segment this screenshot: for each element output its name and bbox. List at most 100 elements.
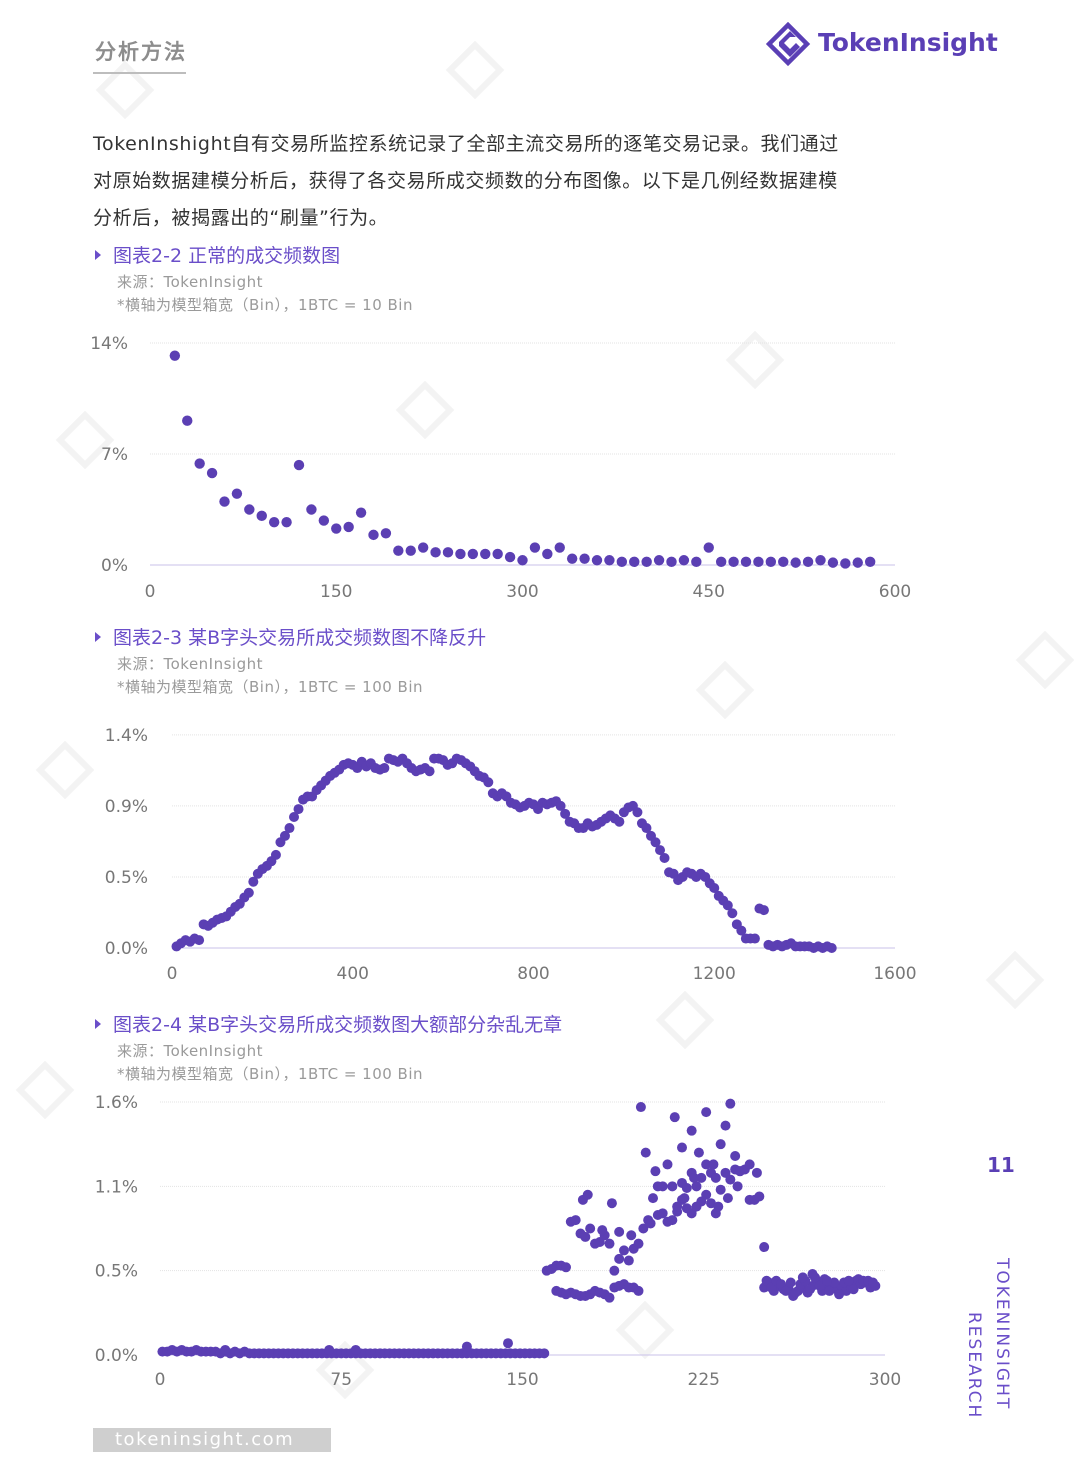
x-tick-label: 150: [320, 582, 352, 602]
data-point: [679, 1193, 690, 1204]
chart-caption: 图表2-3 某B字头交易所成交频数图不降反升: [95, 623, 486, 650]
data-point: [629, 556, 640, 568]
data-point: [284, 823, 295, 834]
data-point: [725, 1174, 736, 1185]
y-tick-label: 0.9%: [105, 797, 148, 817]
data-point: [657, 1208, 668, 1219]
y-tick-label: 0.5%: [105, 868, 148, 888]
data-point: [379, 763, 390, 774]
data-point: [725, 1098, 736, 1109]
data-point: [638, 1223, 649, 1234]
data-point: [790, 557, 801, 568]
data-point: [641, 823, 652, 834]
chart-note: *横轴为模型箱宽（Bin），1BTC = 100 Bin: [117, 678, 424, 696]
y-tick-label: 0.0%: [105, 939, 148, 959]
footer-url[interactable]: tokeninsight.com: [115, 1429, 295, 1450]
data-point: [461, 1341, 472, 1352]
data-point: [681, 1183, 692, 1194]
data-point: [430, 547, 441, 558]
data-point: [614, 1226, 625, 1237]
data-point: [740, 556, 752, 568]
chart-source: 来源：TokenInsight: [117, 655, 264, 673]
data-point: [582, 1189, 593, 1200]
data-point: [579, 553, 590, 564]
data-point: [815, 555, 826, 566]
data-point: [380, 528, 392, 539]
x-tick-label: 600: [879, 582, 911, 602]
data-point: [640, 1147, 651, 1158]
data-point: [555, 800, 566, 811]
data-point: [727, 908, 738, 919]
y-tick-label: 1.4%: [105, 726, 148, 746]
chart-caption: 图表2-4 某B字头交易所成交频数图大额部分杂乱无章: [95, 1010, 562, 1037]
data-point: [405, 545, 416, 556]
data-point: [306, 504, 317, 515]
vertical-brand-line1: TOKENINSIGHT: [992, 1258, 1012, 1411]
x-tick-label: 0: [155, 1370, 166, 1390]
data-point: [765, 556, 777, 568]
logo-text: TokenInsight: [818, 28, 998, 57]
data-point: [539, 1348, 550, 1359]
x-tick-label: 400: [337, 964, 369, 984]
x-tick-label: 300: [506, 582, 538, 602]
data-point: [710, 1172, 721, 1183]
data-point: [324, 1344, 335, 1355]
data-point: [827, 557, 839, 568]
data-point: [686, 1125, 697, 1136]
data-point: [785, 1277, 796, 1288]
data-point: [243, 887, 254, 898]
data-point: [802, 556, 814, 568]
data-point: [867, 1277, 878, 1288]
data-point: [467, 548, 479, 560]
data-point: [657, 1181, 668, 1192]
data-point: [561, 1262, 571, 1273]
data-point: [701, 1159, 712, 1170]
data-point: [689, 1172, 700, 1183]
data-point: [648, 1193, 658, 1204]
data-point: [722, 900, 733, 911]
data-point: [560, 808, 571, 819]
x-tick-label: 300: [869, 1370, 901, 1390]
data-point: [667, 1181, 678, 1192]
chart-source: 来源：TokenInsight: [117, 1042, 264, 1060]
data-point: [650, 1166, 661, 1177]
y-tick-label: 7%: [101, 445, 128, 465]
data-point: [715, 1139, 726, 1150]
data-point: [293, 804, 304, 815]
data-point: [703, 542, 714, 553]
data-point: [730, 1150, 741, 1161]
data-point: [455, 548, 466, 560]
scatter-chart-2: 0.0% 0.5% 0.9% 1.4% 0 400 800 1200 1600: [105, 726, 917, 984]
data-point: [826, 943, 837, 953]
data-point: [368, 529, 379, 541]
data-point: [570, 1215, 581, 1226]
data-point: [732, 1181, 743, 1192]
data-point: [655, 845, 666, 856]
data-point: [619, 1245, 629, 1256]
data-point: [641, 556, 652, 568]
y-tick-label: 14%: [90, 334, 128, 354]
data-point: [256, 510, 267, 522]
data-point: [604, 555, 615, 566]
data-point: [840, 558, 851, 569]
data-point: [194, 935, 205, 946]
chart-source: 来源：TokenInsight: [117, 273, 264, 291]
chart-caption-text: 图表2-2 正常的成交频数图: [113, 245, 341, 267]
chart-note: *横轴为模型箱宽（Bin），1BTC = 10 Bin: [117, 296, 413, 314]
data-point: [677, 1142, 687, 1153]
data-point: [580, 1231, 591, 1242]
section-title: 分析方法: [95, 40, 187, 64]
data-point: [645, 1218, 656, 1229]
data-point: [279, 830, 290, 841]
data-point: [529, 542, 541, 553]
data-point: [393, 545, 404, 556]
data-point: [701, 1107, 712, 1118]
data-point: [720, 1120, 731, 1131]
data-point: [722, 1193, 733, 1204]
data-point: [248, 876, 259, 887]
data-point: [616, 556, 628, 568]
intro-line: 对原始数据建模分析后，获得了各交易所成交频数的分布图像。以下是几例经数据建模: [93, 170, 838, 192]
caption-triangle-icon: [95, 249, 101, 260]
data-point: [614, 816, 625, 827]
data-point: [759, 1242, 770, 1253]
